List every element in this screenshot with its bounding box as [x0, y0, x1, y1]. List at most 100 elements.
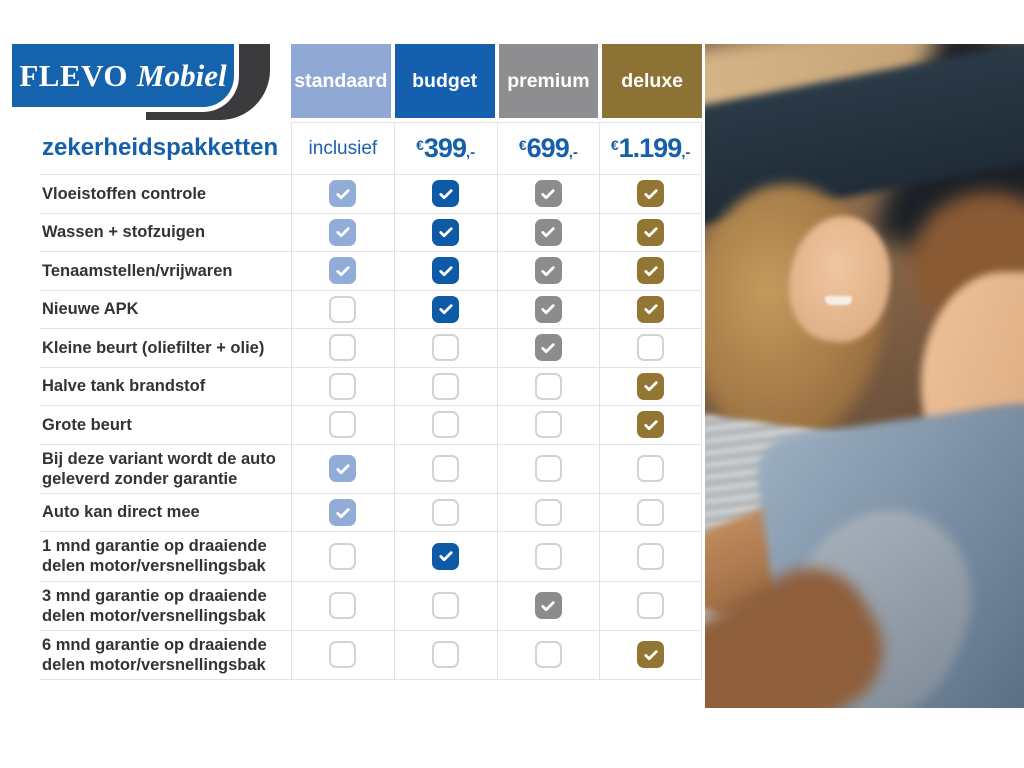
checkbox-10-standaard[interactable]: [329, 592, 357, 620]
checkbox-6-deluxe[interactable]: [637, 411, 665, 439]
feature-label: Wassen + stofzuigen: [42, 223, 206, 242]
checkbox-7-deluxe[interactable]: [637, 455, 665, 483]
checkbox-10-deluxe[interactable]: [637, 592, 665, 620]
feature-cell-standaard: [291, 444, 394, 493]
checkbox-8-premium[interactable]: [534, 499, 562, 526]
checkbox-0-premium[interactable]: [534, 180, 562, 208]
euro-sign: €: [518, 136, 527, 153]
checkbox-11-premium[interactable]: [534, 641, 562, 669]
checkbox-3-standaard[interactable]: [329, 295, 357, 323]
price-suffix: ,-: [568, 144, 578, 162]
feature-cell-budget: [393, 581, 497, 630]
feature-row: 3 mnd garantie op draaiende delen motor/…: [40, 581, 702, 631]
checkbox-6-premium[interactable]: [534, 411, 562, 439]
price-suffix: ,-: [681, 144, 691, 162]
checkbox-5-budget[interactable]: [432, 372, 460, 400]
feature-cell-deluxe: [599, 532, 702, 581]
price-value: €1.199 ,-: [610, 133, 691, 164]
feature-cell-standaard: [291, 367, 394, 405]
price-value: €399 ,-: [416, 132, 475, 164]
logo-plate: FLEVO Mobiel: [12, 44, 239, 112]
checkbox-1-premium[interactable]: [534, 218, 562, 246]
feature-cell-budget: [393, 444, 497, 493]
checkbox-2-budget[interactable]: [432, 257, 460, 285]
checkbox-9-standaard[interactable]: [329, 542, 357, 570]
checkbox-0-standaard[interactable]: [329, 180, 357, 208]
checkbox-11-deluxe[interactable]: [637, 641, 665, 669]
checkbox-3-budget[interactable]: [432, 295, 460, 323]
feature-label: Vloeistoffen controle: [42, 184, 207, 203]
price-text: inclusief: [308, 137, 378, 159]
checkbox-3-premium[interactable]: [534, 295, 562, 323]
price-cell-premium: €699 ,-: [496, 122, 600, 174]
feature-cell-premium: [496, 367, 600, 405]
checkbox-4-standaard[interactable]: [329, 334, 357, 362]
checkbox-4-budget[interactable]: [432, 334, 460, 362]
checkbox-9-deluxe[interactable]: [637, 542, 665, 570]
checkbox-7-standaard[interactable]: [329, 455, 357, 483]
checkbox-0-budget[interactable]: [432, 180, 460, 208]
checkbox-2-deluxe[interactable]: [637, 257, 665, 285]
packages-table: zekerheidspakketten inclusief €399 ,- €699 ,-…: [40, 122, 702, 680]
feature-label: Nieuwe APK: [42, 300, 139, 319]
checkbox-9-budget[interactable]: [432, 542, 460, 570]
checkbox-8-standaard[interactable]: [329, 499, 357, 526]
checkbox-1-standaard[interactable]: [329, 218, 357, 246]
price-amount: 399: [423, 132, 467, 163]
brand-text-flevo: FLEVO: [19, 57, 129, 93]
feature-cell-deluxe: [599, 630, 702, 679]
euro-sign: €: [610, 136, 619, 153]
feature-cell-deluxe: [599, 213, 702, 251]
feature-cell-deluxe: [599, 444, 702, 493]
checkbox-10-budget[interactable]: [432, 592, 460, 620]
page-title: zekerheidspakketten: [42, 134, 279, 162]
checkbox-1-deluxe[interactable]: [637, 218, 665, 246]
checkbox-2-standaard[interactable]: [329, 257, 357, 285]
package-header-premium: premium: [498, 44, 599, 118]
feature-row: Bij deze variant wordt de auto geleverd …: [40, 444, 702, 494]
checkbox-6-standaard[interactable]: [329, 411, 357, 439]
feature-cell-budget: [393, 290, 497, 328]
feature-cell-budget: [393, 630, 497, 679]
feature-row: Wassen + stofzuigen: [40, 213, 702, 252]
feature-label: Halve tank brandstof: [42, 377, 206, 396]
price-cell-deluxe: €1.199 ,-: [599, 122, 702, 174]
checkbox-5-premium[interactable]: [534, 372, 562, 400]
feature-cell-premium: [496, 406, 600, 444]
checkbox-9-premium[interactable]: [534, 542, 562, 570]
feature-row: Vloeistoffen controle: [40, 175, 702, 214]
feature-cell-budget: [393, 367, 497, 405]
package-headers: standaard budget premium deluxe: [291, 44, 702, 118]
promo-photo: [705, 44, 1024, 708]
checkbox-7-budget[interactable]: [432, 455, 460, 483]
feature-cell-standaard: [291, 290, 394, 328]
checkbox-11-standaard[interactable]: [329, 641, 357, 669]
price-amount: 699: [526, 132, 570, 163]
feature-cell-deluxe: [599, 406, 702, 444]
feature-cell-standaard: [291, 329, 394, 367]
checkbox-10-premium[interactable]: [534, 592, 562, 620]
checkbox-11-budget[interactable]: [432, 641, 460, 669]
checkbox-8-deluxe[interactable]: [637, 499, 665, 526]
checkbox-7-premium[interactable]: [534, 455, 562, 483]
feature-label: 1 mnd garantie op draaiende delen motor/…: [42, 537, 267, 576]
feature-cell-premium: [496, 329, 600, 367]
checkbox-6-budget[interactable]: [432, 411, 460, 439]
price-row: zekerheidspakketten inclusief €399 ,- €699 ,-…: [40, 122, 702, 175]
feature-row: Nieuwe APK: [40, 290, 702, 329]
checkbox-3-deluxe[interactable]: [637, 295, 665, 323]
checkbox-2-premium[interactable]: [534, 257, 562, 285]
feature-row: Tenaamstellen/vrijwaren: [40, 252, 702, 291]
checkbox-0-deluxe[interactable]: [637, 180, 665, 208]
price-cell-standaard: inclusief: [291, 122, 394, 174]
feature-cell-premium: [496, 290, 600, 328]
checkbox-1-budget[interactable]: [432, 218, 460, 246]
feature-row: Halve tank brandstof: [40, 367, 702, 406]
checkbox-5-deluxe[interactable]: [637, 372, 665, 400]
feature-cell-budget: [393, 493, 497, 532]
checkbox-4-deluxe[interactable]: [637, 334, 665, 362]
checkbox-8-budget[interactable]: [432, 499, 460, 526]
checkbox-5-standaard[interactable]: [329, 372, 357, 400]
checkbox-4-premium[interactable]: [534, 334, 562, 362]
